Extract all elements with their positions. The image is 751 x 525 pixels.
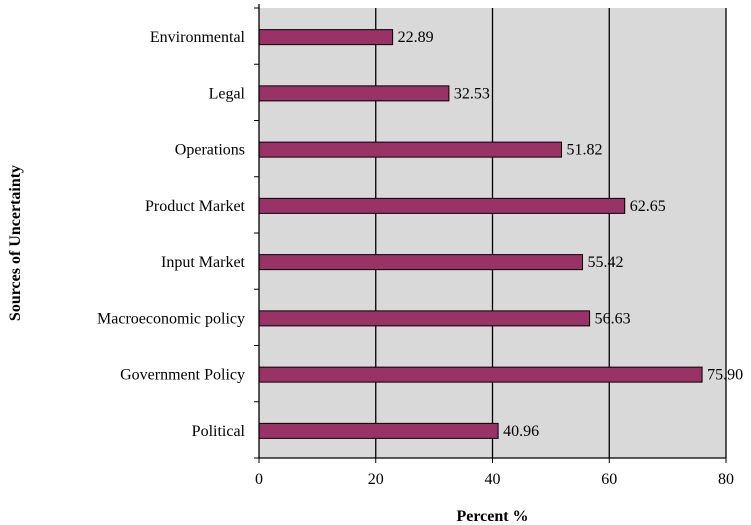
x-tick-label: 0 bbox=[255, 471, 263, 488]
category-labels: Environmental Legal Operations Product Mark… bbox=[97, 29, 246, 440]
category-label: Government Policy bbox=[120, 367, 245, 384]
x-tick-label: 60 bbox=[601, 471, 617, 488]
category-label: Legal bbox=[209, 85, 246, 102]
bar bbox=[258, 422, 499, 439]
bar bbox=[258, 366, 703, 383]
bar bbox=[258, 197, 626, 214]
category-label: Political bbox=[192, 423, 246, 440]
gridlines bbox=[375, 8, 727, 458]
category-label: Environmental bbox=[150, 29, 246, 46]
x-tick-label: 20 bbox=[368, 471, 384, 488]
y-axis-title: Sources of Uncertainty bbox=[7, 165, 24, 321]
bar bbox=[258, 141, 562, 158]
data-label: 51.82 bbox=[566, 142, 602, 159]
bar bbox=[258, 29, 394, 46]
x-axis-title: Percent % bbox=[456, 508, 528, 525]
category-label: Product Market bbox=[145, 198, 246, 215]
category-label: Operations bbox=[175, 142, 245, 159]
data-label: 32.53 bbox=[454, 85, 490, 102]
data-label: 56.63 bbox=[595, 310, 631, 327]
data-labels: 22.89 32.53 51.82 62.65 55.42 56.63 75.90 40.96 bbox=[398, 29, 743, 440]
x-tick-label: 80 bbox=[718, 471, 734, 488]
bar bbox=[258, 310, 591, 327]
category-label: Input Market bbox=[161, 254, 246, 271]
x-tick-label: 40 bbox=[485, 471, 501, 488]
data-label: 22.89 bbox=[398, 29, 434, 46]
category-label: Macroeconomic policy bbox=[97, 310, 245, 327]
data-label: 62.65 bbox=[630, 198, 666, 215]
data-label: 40.96 bbox=[503, 423, 539, 440]
bar bbox=[258, 254, 584, 271]
bar bbox=[258, 85, 450, 102]
axes bbox=[254, 4, 727, 463]
data-label: 55.42 bbox=[588, 254, 624, 271]
x-tick-labels: 0 20 40 60 80 bbox=[255, 471, 734, 488]
data-label: 75.90 bbox=[707, 367, 743, 384]
bars bbox=[258, 29, 703, 439]
